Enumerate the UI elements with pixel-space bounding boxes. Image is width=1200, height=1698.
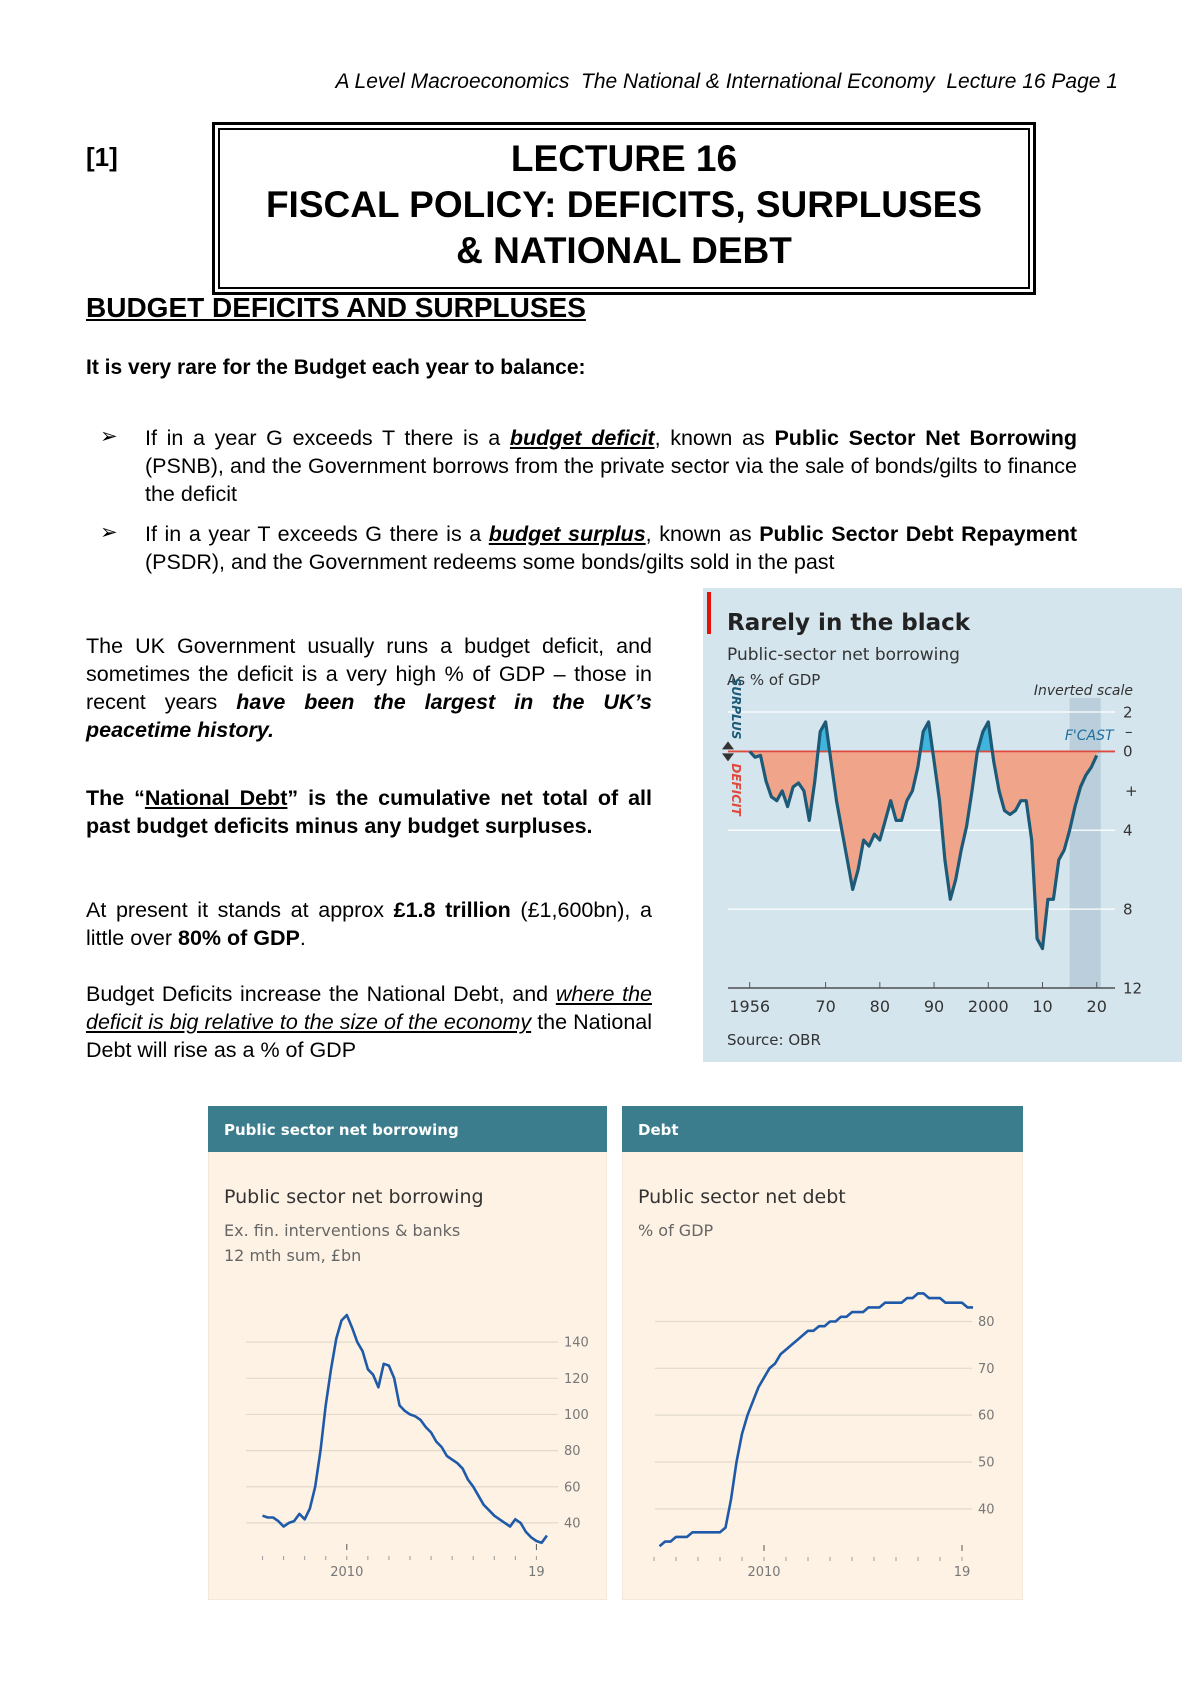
chart-background xyxy=(208,1106,607,1600)
bullet-icon: ➢ xyxy=(100,425,118,448)
bullet: If in a year T exceeds G there is a budg… xyxy=(145,520,1077,576)
y-tick-label: 120 xyxy=(564,1372,589,1387)
x-tick-label: 80 xyxy=(870,997,890,1016)
chart-title: Rarely in the black xyxy=(727,610,971,636)
chart: Debt Public sector net debt % of GDP 40 5… xyxy=(622,1106,1023,1600)
chart-title: Public sector net borrowing xyxy=(224,1186,484,1208)
units: As % of GDP xyxy=(727,671,820,689)
text: , known as xyxy=(645,522,760,546)
arrow-icon xyxy=(722,741,734,762)
y-tick-label: 60 xyxy=(978,1409,995,1424)
x-tick-label: 20 xyxy=(1087,997,1107,1016)
text: , known as xyxy=(654,426,775,450)
chart-title: Public sector net debt xyxy=(638,1186,846,1208)
emphasis: where the deficit is big relative to the… xyxy=(86,982,652,1034)
chart-subtitle: % of GDP xyxy=(638,1221,714,1240)
emphasis: have been the largest in the UK’s peacet… xyxy=(86,690,653,742)
chart-subtitle: 12 mth sum, £bn xyxy=(224,1246,361,1265)
chart: Public sector net borrowing Public secto… xyxy=(208,1106,607,1600)
text: The UK Government usually runs a budget … xyxy=(86,634,652,714)
figure: 80% of GDP xyxy=(178,926,300,950)
paragraph: The UK Government usually runs a budget … xyxy=(86,632,652,744)
panel-header: Debt xyxy=(638,1121,679,1139)
panel-header: Public sector net borrowing xyxy=(224,1121,459,1139)
title-line: LECTURE 16 xyxy=(510,138,738,179)
x-tick-label: 1956 xyxy=(729,997,770,1016)
forecast-label: F'CAST xyxy=(1065,728,1115,744)
data-line xyxy=(262,1313,548,1545)
paragraph: At present it stands at approx £1.8 tril… xyxy=(86,896,652,952)
text: If in a year T exceeds G there is a xyxy=(145,522,489,546)
surplus-label: SURPLUS xyxy=(729,678,743,740)
text: (PSDR), and the Government redeems some … xyxy=(145,550,835,574)
bullet: If in a year G exceeds T there is a budg… xyxy=(145,424,1077,508)
y-tick-label: 60 xyxy=(564,1480,581,1495)
bullet-icon: ➢ xyxy=(100,521,118,544)
y-tick-label: 12 xyxy=(1123,979,1142,997)
text: (PSNB), and the Government borrows from … xyxy=(145,454,1077,506)
x-tick-label: 19 xyxy=(954,1565,971,1580)
marker: [1] xyxy=(86,142,118,172)
text: ” is the cumulative net total of all pas… xyxy=(86,786,652,838)
y-tick-label: 70 xyxy=(978,1362,995,1377)
x-tick-label: 10 xyxy=(1032,997,1052,1016)
x-tick-label: 90 xyxy=(924,997,944,1016)
text: (£1,600bn), a little over xyxy=(86,898,652,950)
y-tick-label: 8 xyxy=(1123,900,1133,918)
accent-bar xyxy=(707,592,711,634)
x-tick-label: 70 xyxy=(815,997,835,1016)
text: the National Debt will rise as a % of GD… xyxy=(86,1010,653,1062)
sign-label: + xyxy=(1125,782,1138,800)
text: If in a year G exceeds T there is a xyxy=(145,426,510,450)
y-tick-label: 140 xyxy=(564,1336,589,1351)
y-tick-label: 50 xyxy=(978,1456,995,1471)
title-inner: LECTURE 16 FISCAL POLICY: DEFICITS, SURP… xyxy=(218,128,1030,289)
y-tick-label: 100 xyxy=(564,1408,589,1423)
data-line xyxy=(658,1292,973,1548)
paragraph: The “National Debt” is the cumulative ne… xyxy=(86,784,652,840)
chart: Rarely in the black Public-sector net bo… xyxy=(703,588,1182,1062)
intro: It is very rare for the Budget each year… xyxy=(86,356,586,379)
term: budget surplus xyxy=(488,522,646,546)
paragraph: Budget Deficits increase the National De… xyxy=(86,980,652,1064)
source: Source: OBR xyxy=(727,1031,821,1049)
text: Budget Deficits increase the National De… xyxy=(86,982,556,1006)
note: Inverted scale xyxy=(1034,683,1133,699)
title-box: LECTURE 16 FISCAL POLICY: DEFICITS, SURP… xyxy=(212,122,1036,295)
x-tick-label: 2010 xyxy=(330,1565,363,1580)
x-tick-label: 2000 xyxy=(968,997,1009,1016)
y-tick-label: 4 xyxy=(1123,822,1133,840)
text: At present it stands at approx xyxy=(86,898,394,922)
x-tick-label: 2010 xyxy=(747,1565,780,1580)
data-line xyxy=(748,720,1099,951)
term: Public Sector Net Borrowing xyxy=(774,426,1078,450)
figure: £1.8 trillion xyxy=(393,898,511,922)
y-tick-label: 80 xyxy=(564,1444,581,1459)
chart-background xyxy=(622,1106,1023,1600)
text: . xyxy=(299,926,306,950)
panel-header-bar xyxy=(622,1106,1023,1152)
term: budget deficit xyxy=(509,426,655,450)
y-tick-label: 40 xyxy=(978,1502,995,1517)
y-tick-label: 80 xyxy=(978,1315,995,1330)
y-tick-label: 40 xyxy=(564,1516,581,1531)
x-tick-label: 19 xyxy=(528,1565,545,1580)
sign-label: – xyxy=(1125,723,1133,741)
deficit-label: DEFICIT xyxy=(729,763,743,816)
title-line: FISCAL POLICY: DEFICITS, SURPLUSES xyxy=(265,184,983,225)
section-heading: BUDGET DEFICITS AND SURPLUSES xyxy=(86,292,586,323)
page-header: A Level Macroeconomics The National & In… xyxy=(335,70,1119,93)
panel-header-bar xyxy=(208,1106,607,1152)
chart-subtitle: Public-sector net borrowing xyxy=(727,645,960,665)
term: National Debt xyxy=(144,786,288,810)
term: Public Sector Debt Repayment xyxy=(759,522,1077,546)
deficit-area xyxy=(749,751,1097,949)
text: The “ xyxy=(86,786,145,810)
title-line: & NATIONAL DEBT xyxy=(456,230,792,271)
y-tick-label: 2 xyxy=(1123,703,1133,721)
chart-subtitle: Ex. fin. interventions & banks xyxy=(224,1221,460,1240)
y-tick-label: 0 xyxy=(1123,743,1133,761)
forecast-band xyxy=(1069,698,1101,988)
